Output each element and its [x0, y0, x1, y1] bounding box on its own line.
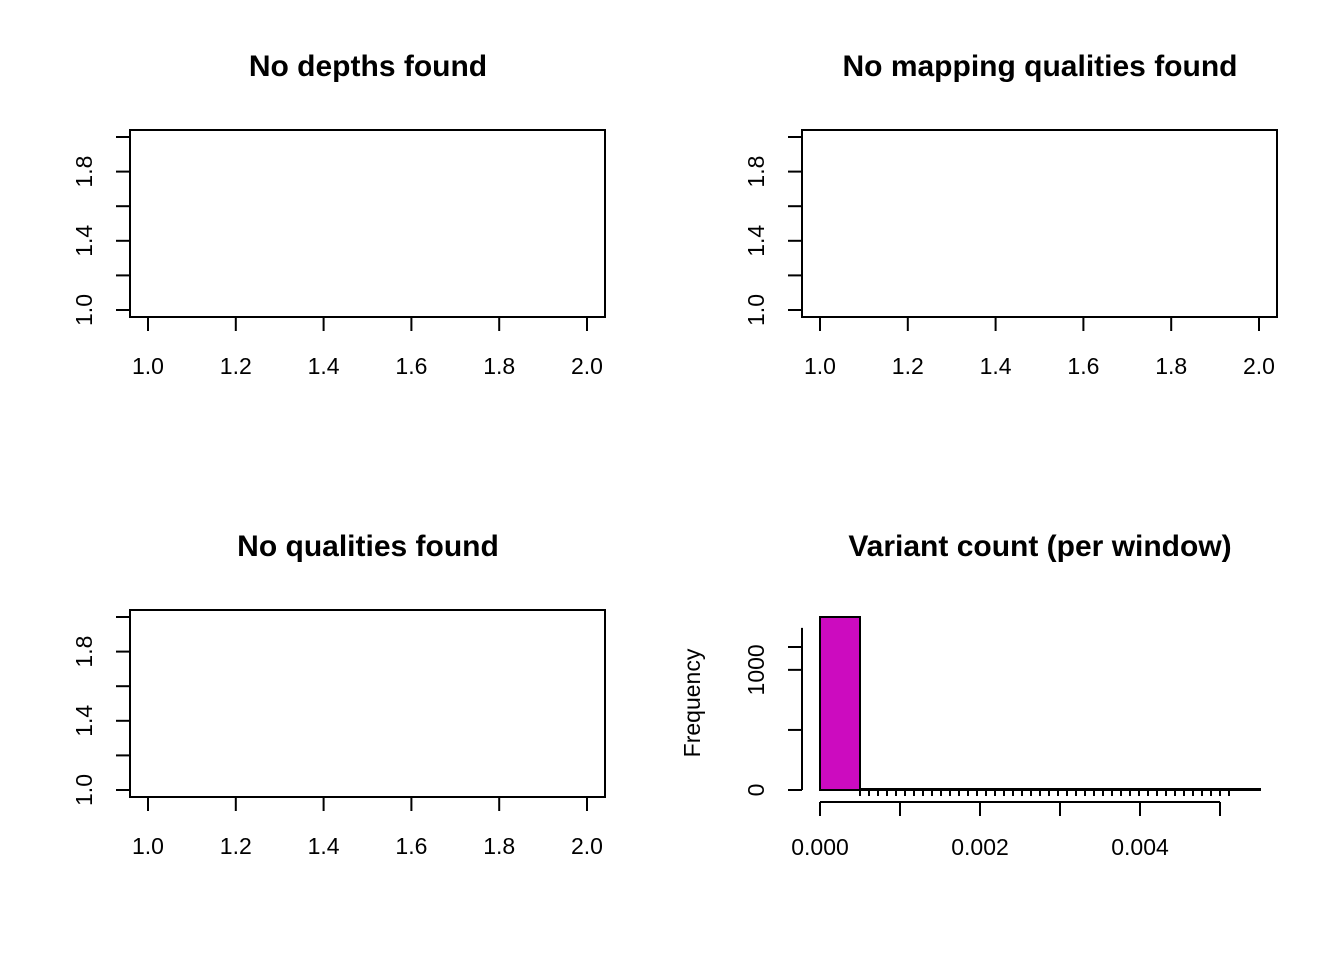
y-axis-title: Frequency	[679, 648, 705, 757]
x-tick-label: 1.2	[220, 833, 252, 859]
x-tick-label: 1.4	[308, 353, 340, 379]
y-tick-label: 0	[743, 784, 769, 797]
chart-title: No qualities found	[237, 530, 499, 563]
x-axis: 0.000 0.002 0.004	[791, 801, 1221, 860]
x-tick-label: 1.0	[804, 353, 836, 379]
y-tick-label: 1.4	[71, 225, 97, 257]
plot-frame	[129, 609, 606, 798]
chart-title: No depths found	[249, 50, 487, 83]
y-tick-label: 1000	[743, 644, 769, 695]
histogram-bars	[819, 616, 1261, 796]
panel-variant-count: Variant count (per window) Frequency 0.0…	[679, 530, 1261, 860]
y-axis: 0 1000	[743, 627, 803, 797]
panel-mapping-qualities: No mapping qualities found 1.0 1.2 1.4 1.6 1…	[743, 50, 1278, 379]
x-tick-label: 1.8	[483, 833, 515, 859]
panel-depths: No depths found 1.0 1.2 1.4 1.6 1.8 2.0 1.01.…	[71, 50, 606, 379]
x-tick-label: 1.6	[395, 353, 427, 379]
y-axis: 1.0 1.4 1.8	[71, 616, 131, 806]
y-tick-label: 1.8	[71, 156, 97, 188]
x-tick-label: 1.8	[1155, 353, 1187, 379]
y-axis: 1.0 1.4 1.8	[71, 136, 131, 326]
x-tick-label: 0.002	[951, 834, 1009, 860]
x-tick-label: 1.6	[1067, 353, 1099, 379]
x-tick-label: 1.8	[483, 353, 515, 379]
x-tick-label: 1.0	[132, 833, 164, 859]
x-tick-label: 1.4	[980, 353, 1012, 379]
x-tick-label: 2.0	[571, 833, 603, 859]
x-axis: 1.0 1.2 1.4 1.6 1.8 2.0	[132, 316, 603, 379]
histogram-bar	[819, 616, 861, 791]
y-tick-label: 1.8	[71, 636, 97, 668]
plot-frame	[801, 129, 1278, 318]
x-tick-label: 0.004	[1111, 834, 1169, 860]
y-tick-label: 1.0	[71, 294, 97, 326]
x-tick-label: 1.4	[308, 833, 340, 859]
y-tick-label: 1.4	[71, 705, 97, 737]
x-tick-label: 1.2	[892, 353, 924, 379]
y-axis: 1.0 1.4 1.8	[743, 136, 803, 326]
x-tick-label: 1.0	[132, 353, 164, 379]
x-tick-label: 0.000	[791, 834, 849, 860]
x-tick-label: 1.6	[395, 833, 427, 859]
chart-title: No mapping qualities found	[843, 50, 1238, 83]
y-tick-label: 1.0	[71, 774, 97, 806]
x-tick-label: 2.0	[1243, 353, 1275, 379]
y-tick-label: 1.0	[743, 294, 769, 326]
x-tick-label: 2.0	[571, 353, 603, 379]
x-axis: 1.0 1.2 1.4 1.6 1.8 2.0	[804, 316, 1275, 379]
plot-frame	[129, 129, 606, 318]
chart-title: Variant count (per window)	[848, 530, 1231, 563]
x-axis: 1.0 1.2 1.4 1.6 1.8 2.0	[132, 796, 603, 859]
x-tick-label: 1.2	[220, 353, 252, 379]
y-tick-label: 1.8	[743, 156, 769, 188]
panel-qualities: No qualities found 1.0 1.2 1.4 1.6 1.8 2.0 1.…	[71, 530, 606, 859]
y-tick-label: 1.4	[743, 225, 769, 257]
